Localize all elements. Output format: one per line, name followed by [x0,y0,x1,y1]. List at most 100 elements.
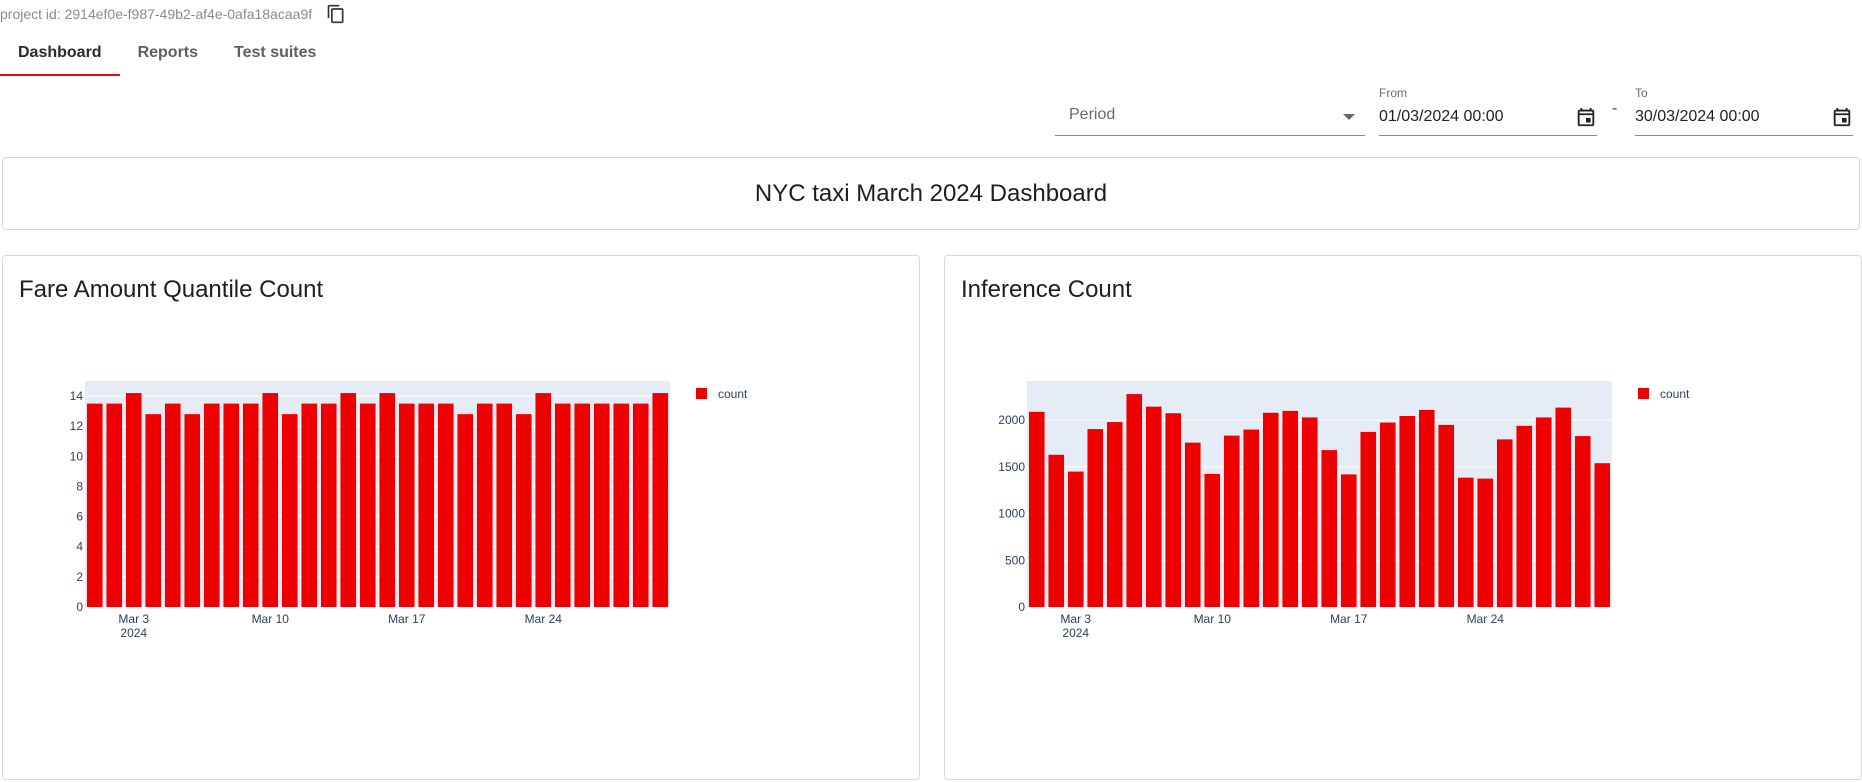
bar[interactable] [1594,463,1611,607]
date-from-label: From [1379,86,1407,100]
chart-title: Fare Amount Quantile Count [19,276,324,303]
bar[interactable] [1126,394,1143,607]
project-id-text: project id: 2914ef0e-f987-49b2-af4e-0afa… [0,6,313,22]
bar[interactable] [379,393,396,607]
y-tick-label: 12 [70,419,84,433]
bar[interactable] [437,403,454,607]
bar[interactable] [1028,411,1045,607]
bar[interactable] [1048,454,1065,607]
bar[interactable] [359,403,376,607]
bar[interactable] [125,393,142,607]
y-tick-label: 0 [1018,600,1025,614]
date-separator: - [1612,100,1618,117]
bar[interactable] [1145,406,1162,607]
x-tick-sublabel: 2024 [1062,626,1089,640]
bar[interactable] [515,414,532,607]
project-id: project id: 2914ef0e-f987-49b2-af4e-0afa… [0,4,346,24]
bar[interactable] [1243,429,1260,607]
period-select[interactable]: Period [1055,104,1365,136]
bar[interactable] [1574,436,1591,607]
y-tick-label: 2 [76,570,83,584]
y-tick-label: 14 [70,389,84,403]
x-tick-label: Mar 24 [525,612,563,626]
bar[interactable] [1340,474,1357,607]
x-tick-label: Mar 3 [118,612,149,626]
fare-amount-chart-card: Fare Amount Quantile Count 0 2 4 6 8 10 12 14 Ma… [2,255,920,780]
bar[interactable] [1379,422,1396,607]
tab-test-suites[interactable]: Test suites [234,44,317,61]
bar[interactable] [184,414,201,607]
bar[interactable] [593,403,610,607]
bar[interactable] [554,403,571,607]
legend-swatch[interactable] [696,388,707,399]
date-to-field[interactable]: To [1635,84,1853,136]
bar[interactable] [145,414,162,607]
legend-swatch[interactable] [1638,388,1649,399]
bar[interactable] [1360,431,1377,607]
legend-label[interactable]: count [1660,387,1690,401]
bar[interactable] [1418,409,1435,607]
calendar-icon[interactable] [1831,106,1853,128]
bar[interactable] [1067,471,1084,607]
bar[interactable] [1555,407,1572,607]
filter-bar: Period From - To [0,80,1862,140]
bar[interactable] [1204,473,1221,607]
x-tick-label: Mar 10 [1194,612,1232,626]
date-from-field[interactable]: From [1379,84,1597,136]
bar[interactable] [340,393,357,607]
bar[interactable] [1301,417,1318,607]
bar[interactable] [418,403,435,607]
bar[interactable] [652,393,669,607]
tab-dashboard[interactable]: Dashboard [0,30,120,76]
inference-count-chart-card: Inference Count 0 500 1000 1500 2000 Mar 3 202… [944,255,1862,780]
bar[interactable] [1087,429,1104,607]
calendar-icon[interactable] [1575,106,1597,128]
bar[interactable] [1516,425,1533,607]
copy-icon[interactable] [326,4,346,24]
bar[interactable] [106,403,123,607]
bar[interactable] [1223,435,1240,607]
bar[interactable] [1496,439,1513,607]
bar[interactable] [281,414,298,607]
bar[interactable] [223,403,240,607]
y-tick-label: 4 [76,540,83,554]
period-select-label: Period [1069,106,1116,123]
bar[interactable] [457,414,474,607]
date-to-input[interactable] [1635,108,1815,126]
legend-label[interactable]: count [718,387,748,401]
bar[interactable] [1321,450,1338,607]
bar[interactable] [242,403,259,607]
bar[interactable] [1535,417,1552,607]
bar[interactable] [496,403,513,607]
bar[interactable] [1165,413,1182,607]
bar[interactable] [1184,442,1201,607]
bar[interactable] [1282,410,1299,607]
bar[interactable] [632,403,649,607]
x-tick-label: Mar 17 [388,612,426,626]
bar[interactable] [398,403,415,607]
tab-reports[interactable]: Reports [137,44,199,61]
bar[interactable] [1477,478,1494,607]
bar[interactable] [574,403,591,607]
bar[interactable] [86,403,103,607]
bar[interactable] [1399,416,1416,607]
x-tick-label: Mar 24 [1467,612,1505,626]
bar[interactable] [1106,422,1123,607]
bar[interactable] [262,393,279,607]
bar[interactable] [1457,477,1474,607]
bar[interactable] [203,403,220,607]
bar[interactable] [1438,424,1455,607]
bar[interactable] [164,403,181,607]
bar[interactable] [1262,412,1279,607]
date-from-input[interactable] [1379,108,1559,126]
bar[interactable] [320,403,337,607]
chevron-down-icon [1343,114,1355,120]
y-tick-label: 8 [76,479,83,493]
bar[interactable] [613,403,630,607]
bar[interactable] [301,403,318,607]
bar[interactable] [535,393,552,607]
y-tick-label: 6 [76,510,83,524]
bar[interactable] [476,403,493,607]
plot-area [1027,381,1612,607]
